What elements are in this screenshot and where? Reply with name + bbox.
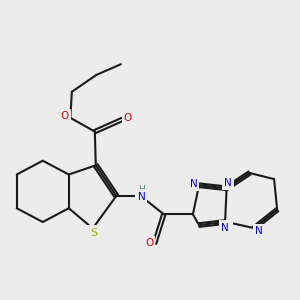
Text: O: O	[124, 113, 132, 123]
Text: N: N	[137, 192, 145, 202]
Text: N: N	[223, 223, 230, 232]
Text: S: S	[90, 228, 97, 238]
Text: N: N	[255, 226, 263, 236]
Text: N: N	[221, 223, 229, 232]
Text: N: N	[190, 179, 197, 189]
Text: O: O	[145, 238, 153, 248]
Text: N: N	[224, 178, 232, 188]
Text: H: H	[138, 185, 145, 194]
Text: O: O	[61, 111, 69, 121]
